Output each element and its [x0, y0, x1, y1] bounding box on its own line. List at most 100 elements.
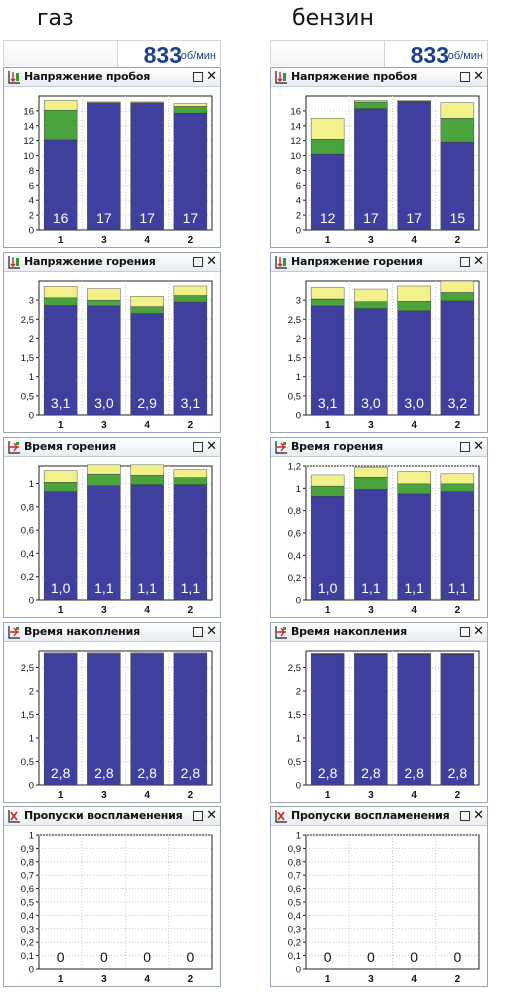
- y-tick-label: 16: [23, 106, 34, 117]
- bar-segment: [87, 288, 121, 301]
- bar-segment: [173, 653, 208, 786]
- bar-segment: [130, 484, 164, 601]
- maximize-icon[interactable]: [460, 811, 470, 821]
- chart-svg: 0 2 4 6 8 10 12 14 16 12 1 17 3 17 4 15 2: [290, 95, 480, 246]
- maximize-icon[interactable]: [460, 442, 470, 452]
- bar-segment: [397, 301, 431, 312]
- maximize-icon[interactable]: [193, 627, 203, 637]
- x-tick-label: 4: [144, 790, 150, 801]
- close-icon[interactable]: ✕: [206, 253, 217, 268]
- close-icon[interactable]: ✕: [473, 438, 484, 453]
- y-tick-label: 0,6: [288, 884, 301, 895]
- chart-panel: Пропуски воспламенения ✕ 0 0,1 0,2 0,3 0,4 0,5 0…: [3, 806, 221, 987]
- x-tick-label: 1: [325, 420, 331, 431]
- bar-segment: [130, 306, 164, 314]
- maximize-icon[interactable]: [193, 72, 203, 82]
- y-tick-label: 0: [296, 596, 301, 607]
- y-tick-label: 12: [290, 136, 301, 147]
- chart-panel: Время горения ✕ 0 0,2 0,4 0,6 0,8 1 1,0 1 1,1 3 1,1 4…: [3, 437, 221, 618]
- bar-segment: [440, 483, 475, 492]
- x-tick-label: 2: [455, 790, 461, 801]
- bar-segment: [43, 470, 78, 483]
- maximize-icon[interactable]: [193, 257, 203, 267]
- y-tick-label: 0,5: [21, 391, 34, 402]
- y-tick-label: 0,7: [21, 871, 34, 882]
- x-tick-label: 1: [325, 235, 331, 246]
- panel-header: Время горения ✕: [271, 438, 487, 457]
- rpm-value: 833: [410, 42, 449, 68]
- bar-segment: [43, 297, 78, 306]
- bar-segment: [87, 485, 121, 601]
- x-tick-label: 3: [101, 605, 107, 616]
- bar-segment: [310, 118, 345, 140]
- y-tick-label: 12: [23, 136, 34, 147]
- y-tick-label: 2: [29, 686, 34, 697]
- x-tick-label: 3: [101, 974, 107, 985]
- x-tick-label: 4: [411, 974, 417, 985]
- close-icon[interactable]: ✕: [206, 438, 217, 453]
- y-tick-label: 0,4: [21, 911, 34, 922]
- panel-title: Пропуски воспламенения: [24, 809, 183, 822]
- bar-value-label: 3,0: [94, 395, 114, 411]
- x-tick-label: 4: [144, 605, 150, 616]
- maximize-icon[interactable]: [193, 442, 203, 452]
- chart-svg: 0 0,5 1 1,5 2 2,5 3 3,1 1 3,0 3 2,9 4 3,1 2: [21, 280, 213, 431]
- bar-segment: [130, 313, 164, 416]
- close-icon[interactable]: ✕: [473, 68, 484, 83]
- y-tick-label: 1: [296, 484, 301, 495]
- maximize-icon[interactable]: [193, 811, 203, 821]
- x-tick-label: 1: [325, 605, 331, 616]
- y-tick-label: 0,2: [288, 938, 301, 949]
- y-tick-label: 0,6: [21, 526, 34, 537]
- bar-value-label: 17: [183, 210, 199, 226]
- panel-header: Пропуски воспламенения ✕: [4, 807, 220, 826]
- x-tick-label: 2: [188, 790, 194, 801]
- bar-segment: [173, 484, 208, 601]
- maximize-icon[interactable]: [460, 72, 470, 82]
- bar-segment: [397, 471, 431, 485]
- bar-value-label: 17: [363, 210, 379, 226]
- bar-segment: [87, 299, 121, 307]
- bar-segment: [397, 483, 431, 495]
- bar-value-label: 3,1: [51, 395, 71, 411]
- bar-value-label: 1,1: [448, 580, 468, 596]
- chart-svg: 0 0,5 1 1,5 2 2,5 2,8 1 2,8 3 2,8 4 2,8 2: [288, 650, 480, 801]
- panel-title: Время горения: [24, 440, 117, 453]
- close-icon[interactable]: ✕: [206, 807, 217, 822]
- y-tick-label: 1,5: [21, 710, 34, 721]
- close-icon[interactable]: ✕: [473, 807, 484, 822]
- bar-segment: [354, 308, 388, 416]
- y-tick-label: 0,4: [21, 549, 34, 560]
- chart-svg: 0 0,2 0,4 0,6 0,8 1 1,0 1 1,1 3 1,1 4 1,1 2: [21, 464, 213, 616]
- y-tick-label: 0: [29, 781, 34, 792]
- bar-segment: [397, 654, 431, 786]
- x-tick-label: 3: [368, 235, 374, 246]
- bar-value-label: 2,8: [404, 765, 424, 781]
- y-tick-label: 1: [296, 733, 301, 744]
- y-tick-label: 2,5: [288, 315, 301, 326]
- bar-segment: [87, 653, 121, 786]
- maximize-icon[interactable]: [460, 257, 470, 267]
- bar-segment: [354, 301, 388, 309]
- close-icon[interactable]: ✕: [473, 253, 484, 268]
- maximize-icon[interactable]: [460, 627, 470, 637]
- y-tick-label: 0: [296, 781, 301, 792]
- close-icon[interactable]: ✕: [206, 68, 217, 83]
- rpm-unit: об/мин: [447, 50, 483, 62]
- bar-segment: [130, 103, 164, 231]
- y-tick-label: 1,5: [288, 710, 301, 721]
- bar-segment: [43, 491, 78, 601]
- close-icon[interactable]: ✕: [473, 623, 484, 638]
- close-icon[interactable]: ✕: [206, 623, 217, 638]
- bar-segment: [87, 101, 121, 103]
- bar-segment: [43, 482, 78, 492]
- panel-title: Пропуски воспламенения: [291, 809, 450, 822]
- x-tick-label: 3: [101, 235, 107, 246]
- bar-segment: [440, 280, 475, 293]
- bar-value-label: 3,1: [181, 395, 201, 411]
- y-tick-label: 0,5: [288, 391, 301, 402]
- y-tick-label: 1,2: [288, 462, 301, 473]
- bar-value-label: 2,8: [181, 765, 201, 781]
- y-tick-label: 1,5: [288, 353, 301, 364]
- y-tick-label: 0,5: [21, 898, 34, 909]
